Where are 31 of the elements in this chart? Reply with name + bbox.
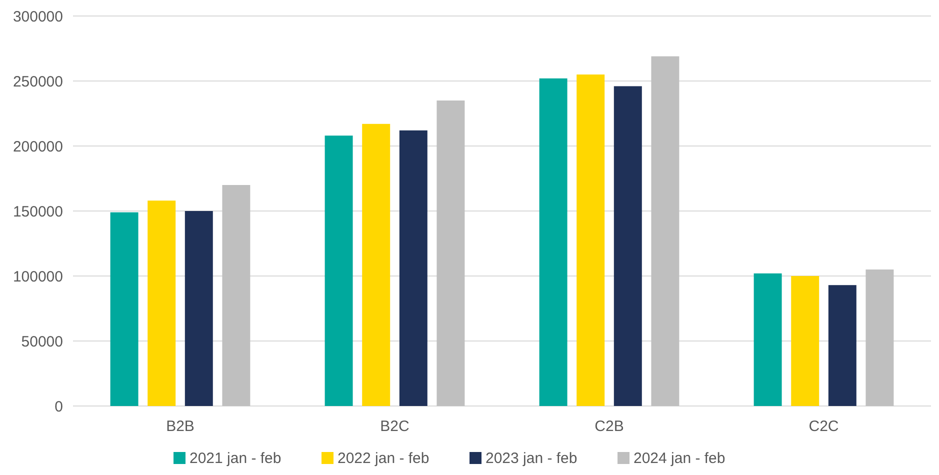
bar xyxy=(362,124,390,406)
bar xyxy=(614,86,642,406)
x-tick-label: C2B xyxy=(594,418,624,435)
bar xyxy=(576,74,605,406)
legend-label: 2022 jan - feb xyxy=(338,450,430,467)
y-tick-label: 0 xyxy=(54,398,63,416)
bar xyxy=(222,185,250,406)
y-tick-label: 50000 xyxy=(21,333,63,350)
bar xyxy=(110,212,138,406)
bar xyxy=(791,276,820,406)
legend-label: 2023 jan - feb xyxy=(486,450,578,467)
legend-label: 2021 jan - feb xyxy=(190,450,282,467)
bar xyxy=(184,211,213,406)
bar xyxy=(148,200,176,406)
x-tick-label: B2B xyxy=(166,418,194,435)
bar xyxy=(436,100,465,406)
bar xyxy=(399,130,428,406)
y-tick-label: 200000 xyxy=(12,138,63,156)
bar xyxy=(828,285,856,406)
bar xyxy=(866,270,894,406)
y-tick-label: 100000 xyxy=(12,268,63,286)
bar xyxy=(754,273,782,406)
legend-label: 2024 jan - feb xyxy=(634,450,726,467)
bar xyxy=(324,136,353,406)
y-tick-label: 150000 xyxy=(12,203,63,220)
bar xyxy=(651,56,680,406)
x-tick-label: B2C xyxy=(380,418,410,435)
x-tick-label: C2C xyxy=(808,418,839,435)
y-tick-label: 300000 xyxy=(12,8,63,26)
y-tick-label: 250000 xyxy=(12,73,63,90)
bar xyxy=(539,78,568,406)
